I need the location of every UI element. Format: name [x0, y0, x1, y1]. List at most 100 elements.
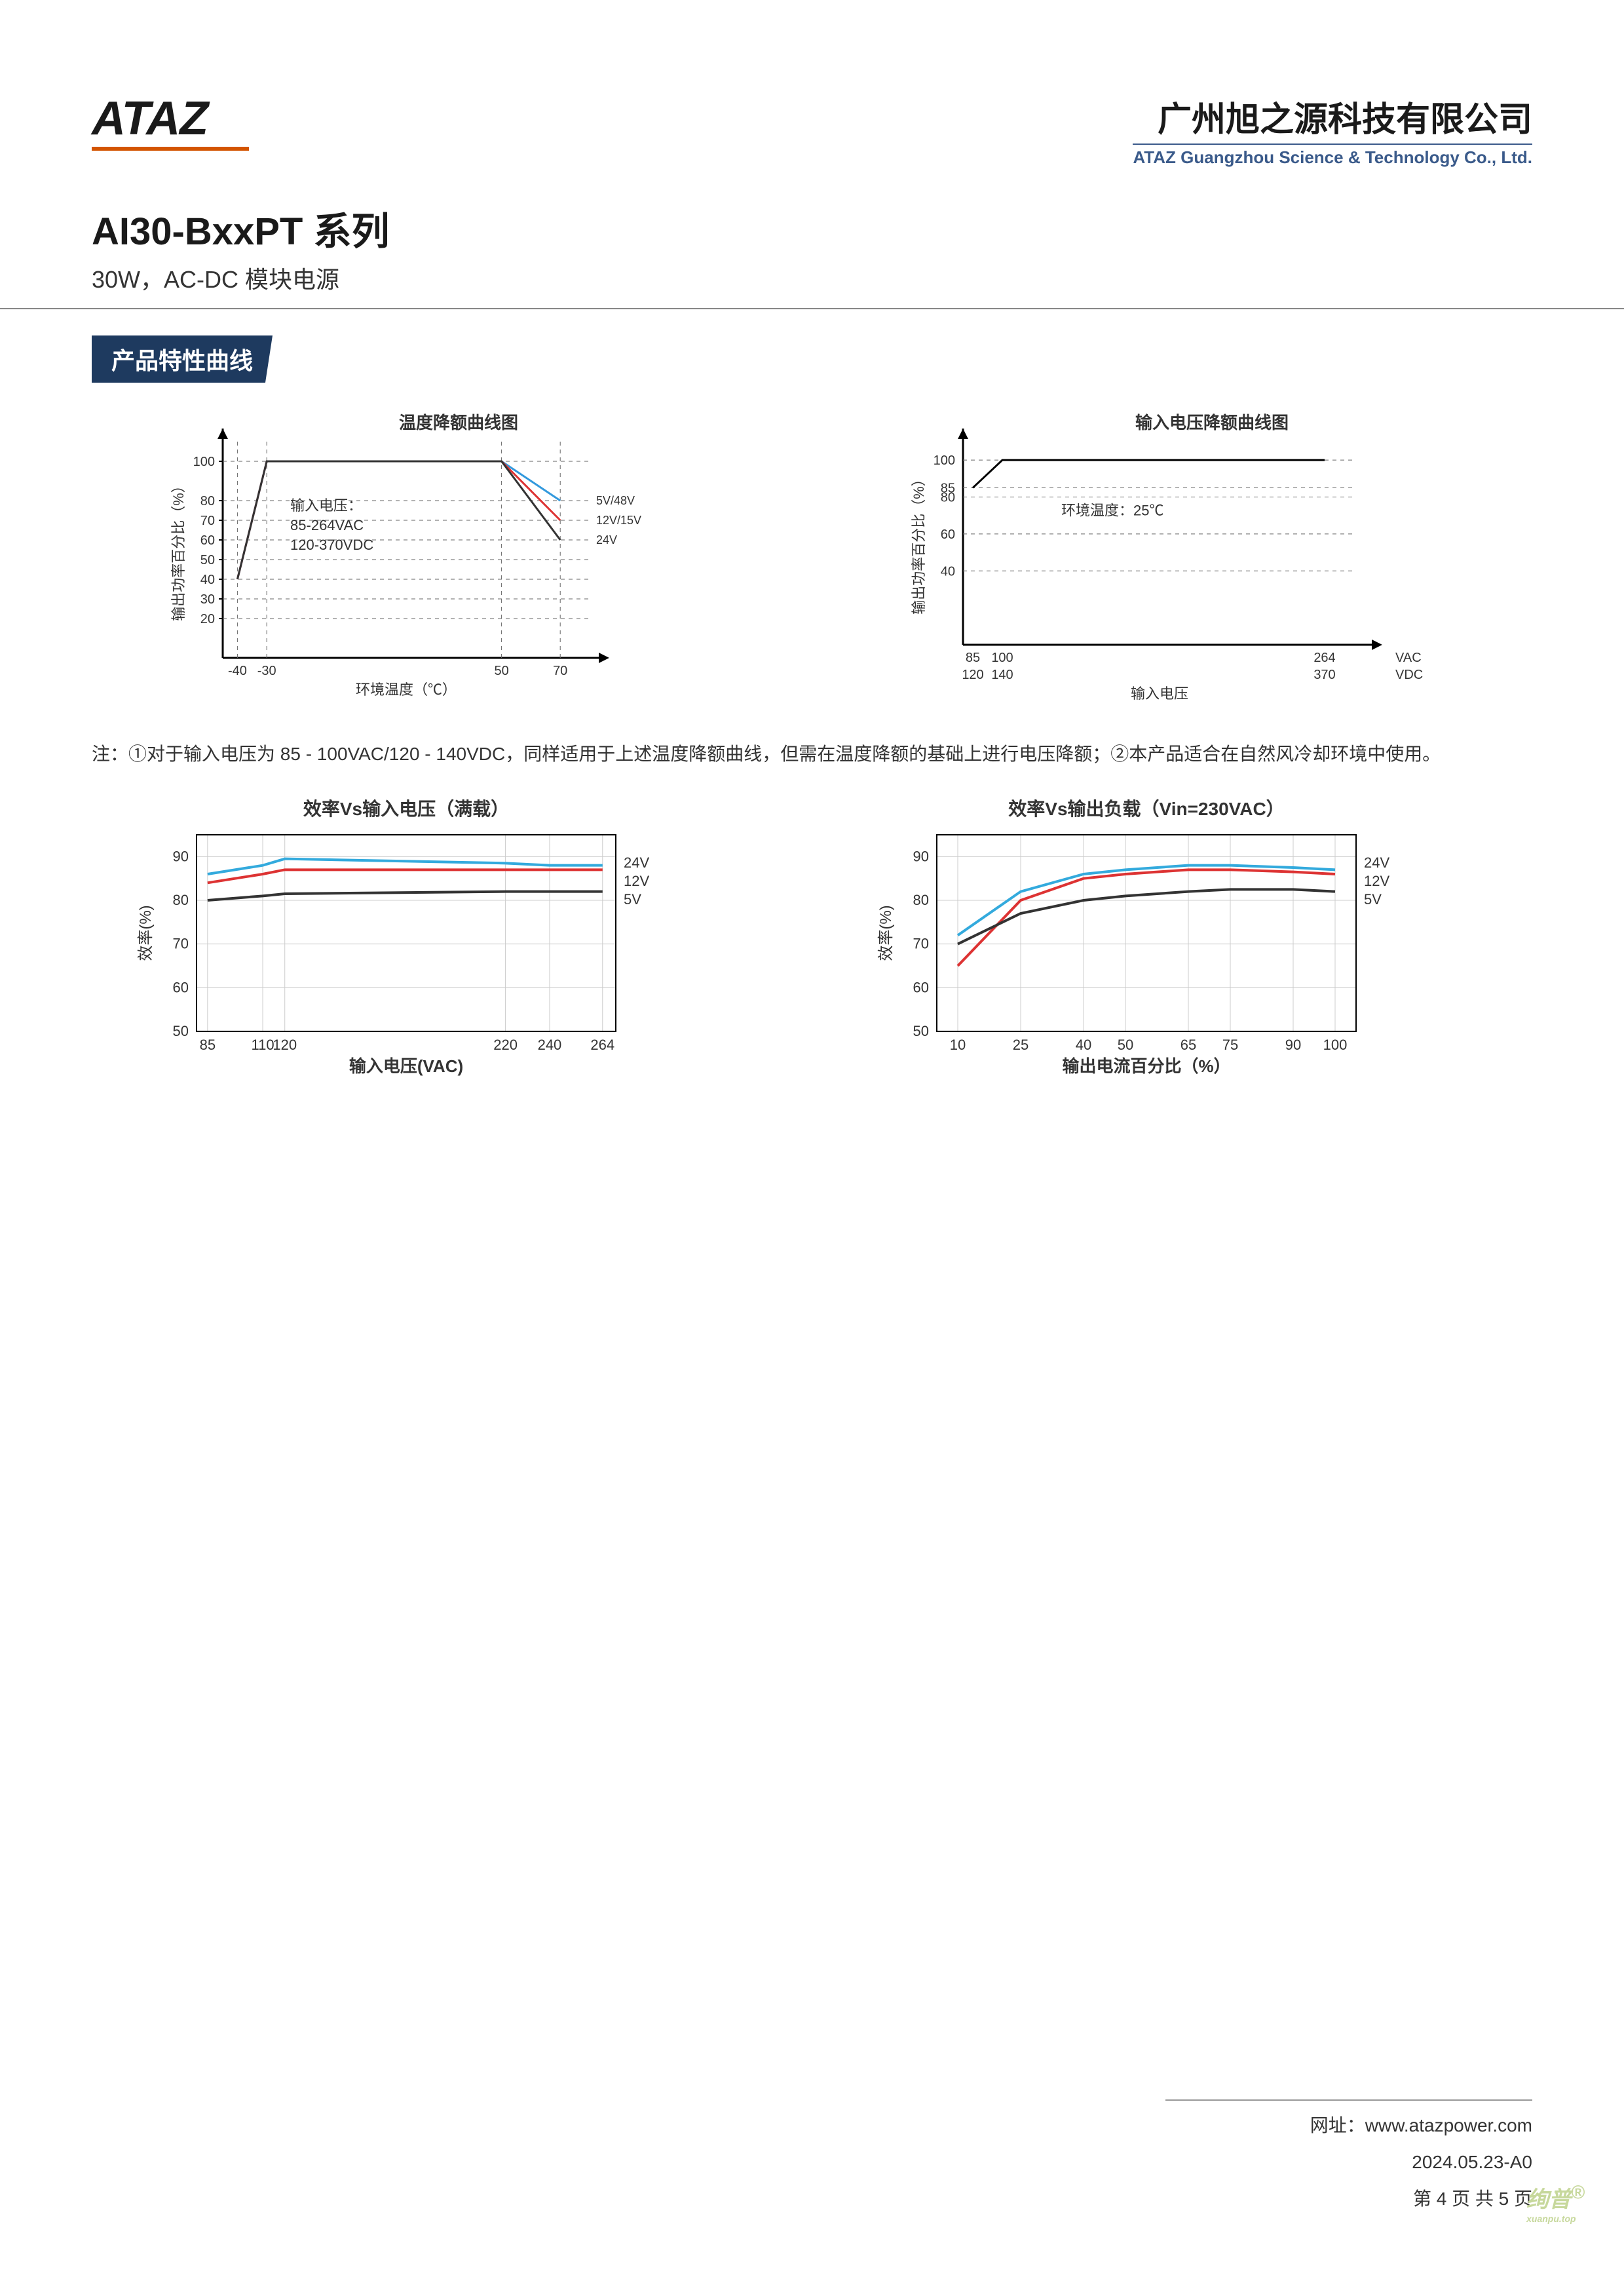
- svg-text:50: 50: [1117, 1037, 1133, 1053]
- company-block: 广州旭之源科技有限公司 ATAZ Guangzhou Science & Tec…: [1133, 92, 1532, 168]
- svg-text:120: 120: [962, 668, 983, 682]
- footer-url-value: www.atazpower.com: [1365, 2115, 1532, 2135]
- temperature-derating-chart: 温度降额曲线图 20 30 40 50 60 70 80 100 输出功率百分比（%） -40 -30…: [92, 402, 793, 720]
- svg-text:264: 264: [590, 1037, 614, 1053]
- svg-text:-40: -40: [228, 664, 247, 678]
- svg-text:50: 50: [173, 1023, 189, 1039]
- svg-text:50: 50: [913, 1023, 928, 1039]
- svg-text:370: 370: [1313, 668, 1335, 682]
- svg-text:100: 100: [991, 651, 1013, 665]
- logo-block: ATAZ: [92, 92, 249, 151]
- svg-text:VAC: VAC: [1395, 651, 1422, 665]
- svg-text:70: 70: [200, 514, 215, 528]
- svg-text:20: 20: [200, 612, 215, 626]
- svg-text:输出功率百分比（%）: 输出功率百分比（%）: [170, 478, 187, 621]
- page-header: ATAZ 广州旭之源科技有限公司 ATAZ Guangzhou Science …: [92, 92, 1532, 168]
- svg-text:240: 240: [538, 1037, 562, 1053]
- svg-text:5V/48V: 5V/48V: [596, 494, 635, 507]
- svg-text:12V: 12V: [624, 873, 649, 889]
- svg-text:60: 60: [200, 533, 215, 548]
- svg-text:5V: 5V: [1364, 891, 1382, 908]
- svg-text:10: 10: [949, 1037, 965, 1053]
- svg-text:90: 90: [913, 848, 928, 864]
- product-model: AI30-BxxPT 系列: [92, 201, 1532, 256]
- svg-text:85: 85: [200, 1037, 216, 1053]
- watermark: 绚普® xuanpu.top: [1526, 2181, 1585, 2224]
- footer-url: 网址：www.atazpower.com: [1165, 2107, 1532, 2144]
- svg-text:效率Vs输入电压（满载）: 效率Vs输入电压（满载）: [303, 798, 509, 819]
- watermark-reg: ®: [1571, 2183, 1585, 2204]
- logo-text: ATAZ: [92, 92, 249, 145]
- footer-page: 第 4 页 共 5 页: [1165, 2181, 1532, 2217]
- svg-text:90: 90: [173, 848, 189, 864]
- svg-text:30: 30: [200, 592, 215, 607]
- svg-text:40: 40: [940, 564, 954, 579]
- logo-underline: [92, 147, 249, 151]
- svg-text:12V/15V: 12V/15V: [596, 514, 641, 527]
- efficiency-vs-load-chart: 效率Vs输出负载（Vin=230VAC） 50 60 70 80 90 10 25 40 50 65…: [832, 789, 1533, 1094]
- svg-text:65: 65: [1180, 1037, 1196, 1053]
- svg-text:输入电压：: 输入电压：: [290, 497, 362, 514]
- section-heading: 产品特性曲线: [92, 335, 273, 383]
- footer-divider: [1165, 2099, 1532, 2101]
- svg-text:输出电流百分比（%）: 输出电流百分比（%）: [1062, 1056, 1230, 1076]
- svg-text:110: 110: [252, 1037, 274, 1053]
- svg-text:效率Vs输出负载（Vin=230VAC）: 效率Vs输出负载（Vin=230VAC）: [1008, 798, 1284, 819]
- svg-text:25: 25: [1012, 1037, 1028, 1053]
- svg-text:60: 60: [940, 527, 954, 542]
- svg-text:100: 100: [1323, 1037, 1347, 1053]
- company-name-en: ATAZ Guangzhou Science & Technology Co.,…: [1133, 144, 1532, 168]
- product-subtitle: 30W，AC-DC 模块电源: [92, 261, 1532, 295]
- svg-text:120: 120: [273, 1037, 297, 1053]
- svg-text:5V: 5V: [624, 891, 641, 908]
- svg-text:70: 70: [913, 935, 928, 951]
- svg-text:100: 100: [193, 455, 215, 469]
- voltage-derating-chart: 输入电压降额曲线图40608085100输出功率百分比（%）85100264VA…: [832, 402, 1533, 720]
- svg-text:24V: 24V: [1364, 854, 1389, 871]
- svg-text:效率(%): 效率(%): [877, 905, 895, 961]
- svg-text:输入电压降额曲线图: 输入电压降额曲线图: [1135, 413, 1288, 432]
- svg-text:220: 220: [493, 1037, 518, 1053]
- svg-text:85: 85: [940, 481, 954, 495]
- svg-text:264: 264: [1313, 651, 1335, 665]
- company-name-cn: 广州旭之源科技有限公司: [1133, 92, 1532, 141]
- svg-text:-30: -30: [257, 664, 276, 678]
- svg-text:输入电压: 输入电压: [1130, 685, 1188, 702]
- svg-text:90: 90: [1285, 1037, 1300, 1053]
- svg-text:60: 60: [173, 979, 189, 995]
- svg-text:75: 75: [1222, 1037, 1237, 1053]
- svg-text:输入电压(VAC): 输入电压(VAC): [349, 1056, 463, 1076]
- svg-text:24V: 24V: [624, 854, 649, 871]
- svg-text:85-264VAC: 85-264VAC: [290, 517, 364, 533]
- svg-text:80: 80: [913, 892, 928, 908]
- svg-text:80: 80: [200, 494, 215, 508]
- svg-text:85: 85: [965, 651, 979, 665]
- svg-text:40: 40: [200, 573, 215, 587]
- svg-text:70: 70: [553, 664, 567, 678]
- svg-text:24V: 24V: [596, 533, 617, 546]
- footer-date: 2024.05.23-A0: [1165, 2144, 1532, 2181]
- svg-text:40: 40: [1075, 1037, 1091, 1053]
- svg-text:温度降额曲线图: 温度降额曲线图: [399, 413, 518, 432]
- svg-text:效率(%): 效率(%): [137, 905, 155, 961]
- divider: [0, 308, 1624, 309]
- footer-url-label: 网址：: [1310, 2115, 1365, 2135]
- page-footer: 网址：www.atazpower.com 2024.05.23-A0 第 4 页…: [1165, 2099, 1532, 2217]
- svg-text:60: 60: [913, 979, 928, 995]
- charts-row-1: 温度降额曲线图 20 30 40 50 60 70 80 100 输出功率百分比（%） -40 -30…: [92, 402, 1532, 720]
- watermark-main: 绚普: [1526, 2187, 1571, 2212]
- title-block: AI30-BxxPT 系列 30W，AC-DC 模块电源: [92, 201, 1532, 295]
- svg-text:12V: 12V: [1364, 873, 1389, 889]
- svg-text:输出功率百分比（%）: 输出功率百分比（%）: [911, 472, 927, 615]
- svg-text:环境温度：25℃: 环境温度：25℃: [1061, 503, 1163, 519]
- charts-row-2: 效率Vs输入电压（满载） 50 60 70 80 90 85 110120 220 240 264 效…: [92, 789, 1532, 1094]
- svg-text:50: 50: [200, 553, 215, 567]
- efficiency-vs-vin-chart: 效率Vs输入电压（满载）506070809085110120220240264效…: [92, 789, 793, 1094]
- svg-text:140: 140: [991, 668, 1013, 682]
- svg-text:100: 100: [933, 453, 954, 468]
- svg-text:80: 80: [173, 892, 189, 908]
- svg-text:VDC: VDC: [1395, 668, 1423, 682]
- note-text: 注：①对于输入电压为 85 - 100VAC/120 - 140VDC，同样适用…: [92, 740, 1532, 769]
- svg-text:50: 50: [494, 664, 508, 678]
- watermark-sub: xuanpu.top: [1526, 2213, 1585, 2224]
